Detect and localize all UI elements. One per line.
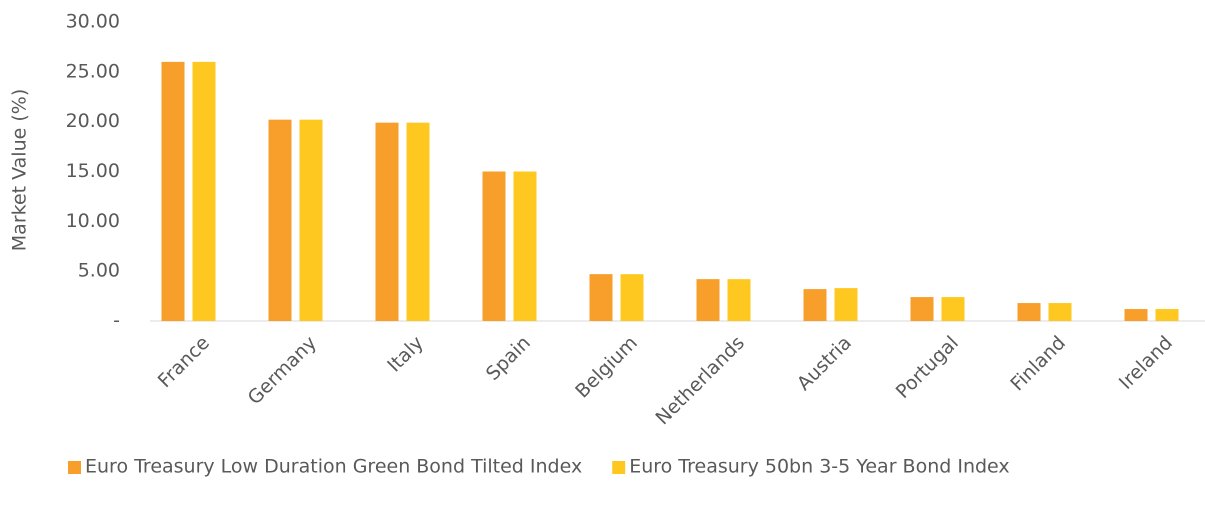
x-tick-label: Austria bbox=[793, 332, 856, 395]
bar bbox=[803, 289, 827, 321]
legend-label: Euro Treasury Low Duration Green Bond Ti… bbox=[85, 456, 582, 478]
y-tick-label: 25.00 bbox=[66, 60, 120, 82]
x-tick-label: Ireland bbox=[1115, 332, 1177, 394]
bar bbox=[727, 279, 751, 321]
legend-swatch bbox=[68, 461, 81, 474]
x-tick-label: Portugal bbox=[892, 332, 963, 403]
y-tick-label: 30.00 bbox=[66, 11, 120, 33]
bar bbox=[696, 279, 720, 321]
bar bbox=[192, 61, 216, 321]
y-tick-label: - bbox=[113, 310, 120, 332]
x-tick-label: Italy bbox=[383, 332, 428, 377]
legend-swatch bbox=[612, 461, 626, 474]
y-tick-label: 10.00 bbox=[66, 210, 120, 232]
legend-label: Euro Treasury 50bn 3-5 Year Bond Index bbox=[629, 456, 1009, 478]
bar bbox=[161, 61, 185, 321]
bar bbox=[513, 171, 537, 321]
bar bbox=[1017, 303, 1041, 321]
x-tick-label: Germany bbox=[244, 332, 321, 409]
bar bbox=[941, 297, 965, 321]
x-tick-label: Spain bbox=[482, 332, 535, 385]
bar bbox=[482, 171, 506, 321]
bar bbox=[268, 119, 292, 321]
bar bbox=[1048, 303, 1072, 321]
x-tick-label: France bbox=[154, 332, 214, 392]
bar bbox=[834, 288, 858, 321]
bar bbox=[1155, 309, 1179, 321]
x-tick-label: Belgium bbox=[571, 332, 642, 403]
bar bbox=[910, 297, 934, 321]
y-tick-label: 5.00 bbox=[78, 260, 120, 282]
y-tick-label: 20.00 bbox=[66, 110, 120, 132]
y-axis-label: Market Value (%) bbox=[9, 89, 31, 251]
x-tick-label: Finland bbox=[1006, 332, 1070, 396]
bar bbox=[620, 274, 644, 321]
x-tick-label: Netherlands bbox=[651, 332, 748, 429]
bar bbox=[375, 122, 399, 321]
bar bbox=[589, 274, 613, 321]
bar bbox=[406, 122, 430, 321]
bar bbox=[1124, 309, 1148, 321]
y-tick-label: 15.00 bbox=[66, 160, 120, 182]
bar bbox=[299, 119, 323, 321]
